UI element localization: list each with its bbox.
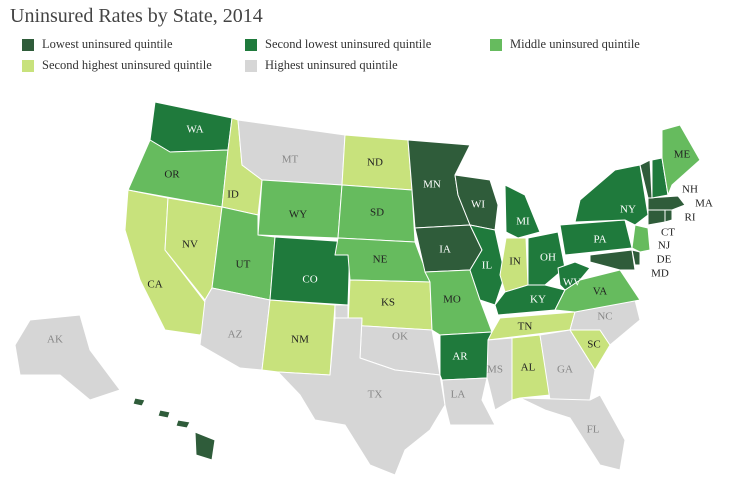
state-labels: WA OR CA NV ID MT WY UT CO AZ NM ND SD NE KS OK TX MN IA MO…: [47, 124, 713, 436]
state: [277, 317, 446, 476]
state: [574, 164, 649, 226]
state-label: CT: [661, 227, 675, 239]
state-label: CA: [147, 279, 162, 291]
state-label: GA: [557, 364, 573, 376]
state: [589, 249, 636, 271]
state-label: MT: [282, 154, 299, 166]
state-label: WI: [471, 199, 485, 211]
state-label: PA: [593, 234, 606, 246]
state: [494, 284, 566, 316]
state: [647, 195, 686, 211]
state-label: OK: [392, 331, 408, 343]
state: [504, 184, 541, 239]
state-label: NY: [620, 204, 636, 216]
state-label: IA: [439, 244, 451, 256]
states: [14, 101, 701, 476]
state-label: IN: [509, 256, 521, 268]
state-label: VT: [643, 149, 658, 161]
state-label: ID: [227, 189, 239, 201]
state-label: MS: [487, 364, 503, 376]
state-label: NH: [682, 184, 698, 196]
state-label: WA: [186, 124, 203, 136]
map-title: Uninsured Rates by State, 2014: [10, 5, 263, 27]
state: [469, 224, 506, 306]
state: [511, 334, 551, 401]
legend-swatch: [22, 39, 34, 51]
state-label: MN: [423, 179, 441, 191]
state: [557, 261, 591, 291]
state: [631, 224, 651, 253]
state-label: KY: [530, 294, 546, 306]
state-label: OR: [164, 169, 180, 181]
state-label: UT: [236, 259, 251, 271]
state-label: AK: [47, 334, 63, 346]
state: [132, 397, 216, 461]
state-label: SD: [370, 207, 384, 219]
state-label: NJ: [658, 240, 671, 252]
legend-swatch: [245, 60, 257, 72]
state-label: MO: [443, 294, 461, 306]
state: [486, 337, 513, 411]
state: [539, 329, 596, 401]
state: [519, 394, 626, 471]
state-label: AR: [452, 351, 468, 363]
state-label: RI: [685, 212, 696, 224]
state-label: WY: [289, 209, 307, 221]
state: [647, 209, 666, 226]
legend-label: Second lowest uninsured quintile: [265, 37, 432, 51]
legend-label: Middle uninsured quintile: [510, 37, 640, 51]
state-label: WV: [563, 277, 581, 289]
state-label: KS: [381, 297, 395, 309]
legend-swatch: [22, 60, 34, 72]
state-label: CO: [302, 274, 317, 286]
state-label: SC: [587, 339, 600, 351]
state: [631, 249, 641, 266]
state-label: TN: [518, 321, 533, 333]
state-label: NE: [373, 254, 388, 266]
state-label: MA: [695, 198, 713, 210]
state-label: IL: [482, 260, 493, 272]
state-label: LA: [451, 389, 466, 401]
legend-label: Second highest uninsured quintile: [42, 58, 212, 72]
legend-swatch: [490, 39, 502, 51]
legend-swatch: [245, 39, 257, 51]
state-label: AL: [521, 362, 536, 374]
state-label: DE: [657, 254, 672, 266]
state-label: NM: [291, 334, 309, 346]
state-label: ME: [674, 149, 691, 161]
state: [441, 377, 496, 426]
state-label: NV: [182, 239, 198, 251]
state-label: AZ: [228, 329, 243, 341]
state-label: OH: [540, 252, 556, 264]
state: [661, 124, 701, 196]
state-label: MD: [651, 268, 669, 280]
legend: Lowest uninsured quintile Second lowest u…: [22, 37, 640, 72]
state-label: TX: [368, 389, 383, 401]
state-label: HI: [209, 424, 221, 436]
state-label: FL: [587, 424, 600, 436]
state-label: NC: [597, 311, 612, 323]
state: [14, 314, 121, 401]
state-label: VA: [593, 286, 608, 298]
legend-label: Lowest uninsured quintile: [42, 37, 173, 51]
state: [527, 231, 566, 286]
state-label: ND: [367, 157, 383, 169]
state: [664, 209, 673, 223]
state-label: MI: [516, 216, 530, 228]
legend-label: Highest uninsured quintile: [265, 58, 398, 72]
